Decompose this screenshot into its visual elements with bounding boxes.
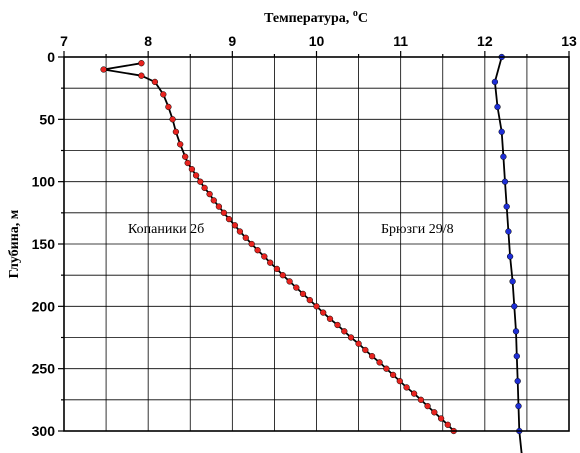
data-point [215, 203, 223, 210]
data-point [192, 172, 200, 179]
x-axis-title-text: Температура, [264, 11, 353, 26]
data-point [444, 421, 451, 428]
series-line-1 [494, 56, 523, 453]
data-point [231, 222, 239, 229]
data-point [177, 141, 184, 148]
x-tick-label: 7 [60, 33, 68, 49]
data-point [501, 178, 509, 185]
y-tick-label: 150 [32, 236, 56, 252]
data-point [368, 353, 376, 360]
data-point [138, 72, 145, 79]
x-axis-title: Температура, oC [264, 8, 368, 26]
series-lines [102, 56, 523, 453]
data-point [320, 309, 327, 316]
data-point [160, 91, 167, 98]
data-point [334, 321, 341, 329]
data-point [362, 346, 369, 354]
series-label-kopaniki: Копаники 2б [128, 222, 204, 237]
data-point [248, 240, 255, 248]
data-point [505, 228, 512, 235]
data-point [165, 103, 172, 111]
data-point [498, 128, 505, 135]
plot-frame [63, 56, 570, 432]
data-point [511, 303, 518, 310]
data-point [188, 166, 196, 173]
data-point [424, 402, 431, 410]
data-point [279, 272, 286, 279]
data-point [396, 377, 403, 385]
x-tick-labels: 7 8 9 10 11 12 13 [60, 33, 577, 49]
data-point [355, 340, 362, 347]
data-point [138, 60, 145, 67]
data-point [500, 153, 507, 160]
data-point [514, 377, 521, 385]
data-point [267, 259, 274, 266]
y-axis-title: Глубина, м [7, 209, 22, 278]
y-tick-label: 100 [32, 174, 56, 190]
data-point [184, 159, 191, 167]
data-point [236, 228, 244, 235]
data-point [506, 253, 514, 260]
x-tick-label: 13 [561, 33, 577, 49]
data-point [410, 390, 418, 397]
data-point [326, 315, 334, 322]
data-point [206, 190, 213, 198]
y-tick-label: 250 [32, 361, 56, 377]
x-tick-label: 9 [228, 33, 236, 49]
data-point [509, 278, 516, 285]
data-point [389, 371, 397, 379]
data-point [437, 415, 445, 422]
data-point [306, 296, 313, 304]
data-point [273, 265, 281, 273]
data-point [242, 234, 249, 241]
data-point [225, 215, 233, 223]
data-point [513, 353, 520, 360]
data-point [491, 78, 499, 86]
data-point [254, 247, 261, 254]
data-point [220, 209, 228, 216]
data-point [376, 359, 383, 366]
data-point [169, 116, 176, 123]
data-point [172, 128, 180, 135]
data-point [431, 409, 438, 416]
series-line-0 [102, 62, 455, 432]
y-tick-label: 50 [39, 111, 55, 127]
data-point [494, 103, 501, 111]
data-point [515, 402, 522, 410]
series-label-bryuzgi: Брюзги 29/8 [381, 222, 454, 237]
series-markers [100, 53, 524, 453]
x-tick-label: 11 [393, 33, 408, 49]
data-point [347, 334, 355, 341]
data-point [403, 384, 410, 391]
data-point [313, 303, 320, 310]
data-point [151, 78, 159, 86]
data-point [383, 365, 390, 372]
data-point [286, 278, 293, 285]
y-tick-label: 0 [47, 49, 55, 65]
x-tick-label: 10 [309, 33, 325, 49]
axis-ticks [58, 51, 570, 432]
x-axis-title-sup: o [353, 8, 358, 19]
data-point [201, 184, 208, 192]
data-point [503, 203, 510, 210]
x-tick-label: 8 [144, 33, 152, 49]
data-point [417, 396, 425, 403]
data-point [299, 290, 307, 298]
data-point [210, 197, 217, 204]
grid [64, 57, 569, 431]
y-tick-labels: 0 50 100 150 200 250 300 [32, 49, 56, 439]
y-tick-label: 300 [32, 423, 56, 439]
y-tick-label: 200 [32, 298, 56, 314]
x-axis-title-unit: C [358, 11, 368, 26]
x-tick-label: 12 [477, 33, 493, 49]
data-point [197, 178, 204, 185]
data-point [182, 153, 189, 160]
data-point [293, 284, 300, 291]
data-point [100, 66, 107, 73]
data-point [341, 328, 348, 335]
data-point [261, 253, 268, 260]
data-point [512, 328, 520, 335]
